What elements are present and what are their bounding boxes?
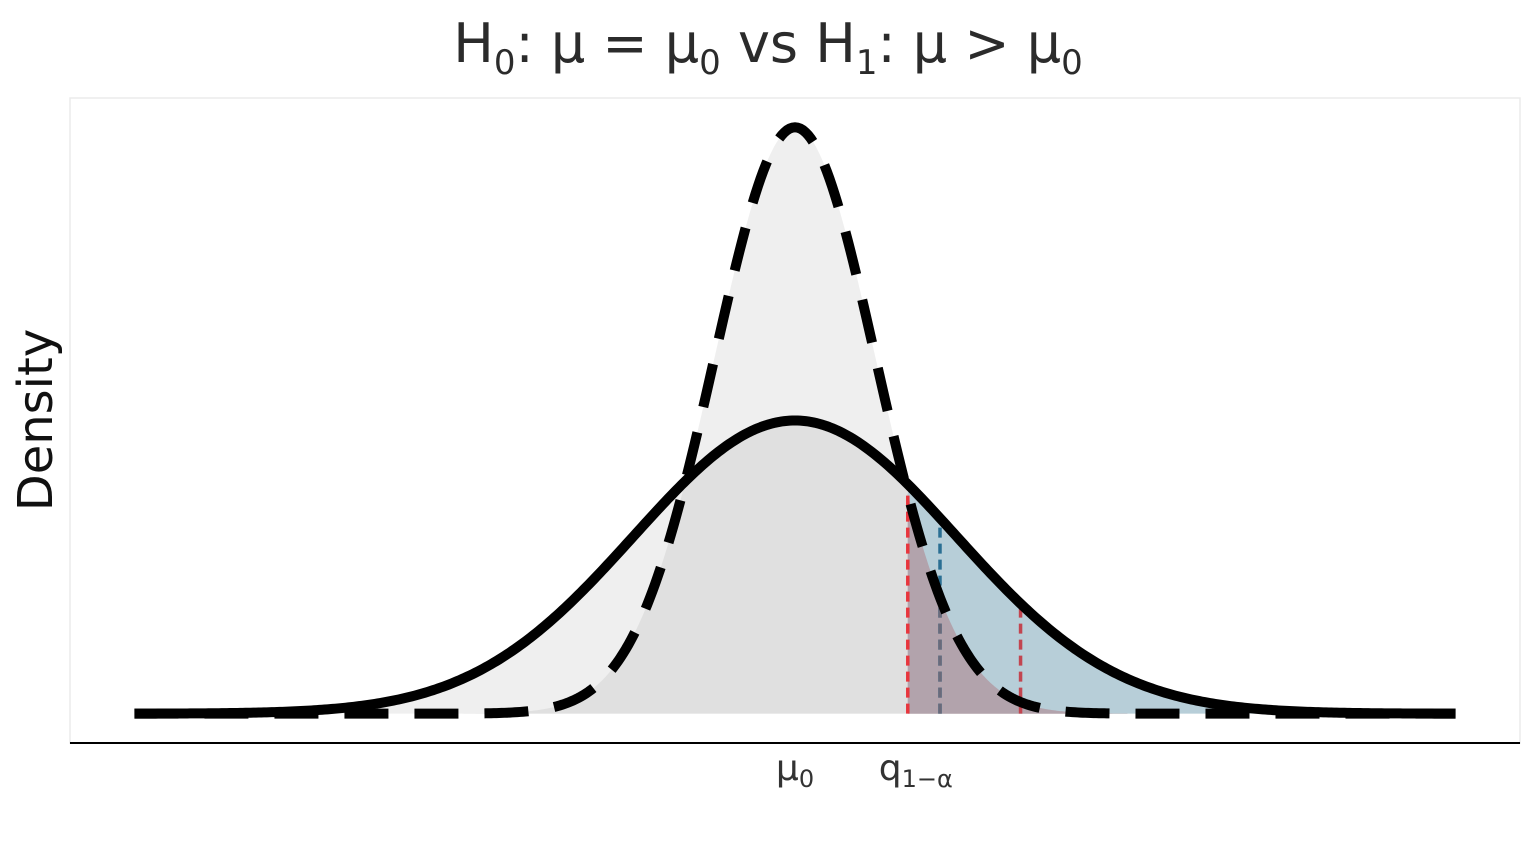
- title-h1-rest: : μ > μ: [877, 12, 1061, 75]
- series-solid-curve: [132, 415, 1458, 719]
- x-tick-label-mu0: μ0: [776, 748, 814, 793]
- x-tick-mu0-main: μ: [776, 748, 799, 789]
- title-h0-rest: : μ = μ: [515, 12, 699, 75]
- title-vs: vs H: [721, 12, 856, 75]
- power-region-fill: [907, 484, 1456, 714]
- x-tick-q-sub: 1−α: [902, 765, 953, 793]
- title-h0: H: [453, 12, 494, 75]
- chart-title: H0: μ = μ0 vs H1: μ > μ0: [453, 12, 1083, 83]
- density-overlap-fill: [134, 420, 1456, 714]
- plot-layer: [132, 122, 1458, 719]
- title-mu0-sub-2: 0: [1061, 43, 1083, 83]
- title-h1-sub: 1: [856, 43, 878, 83]
- x-tick-label-q: q1−α: [879, 748, 953, 793]
- title-h0-sub: 0: [494, 43, 516, 83]
- y-axis-label: Density: [8, 329, 64, 511]
- tail-overlap-fill: [907, 493, 1456, 714]
- series-dashed-curve: [134, 122, 1456, 719]
- x-tick-mu0-sub: 0: [799, 765, 814, 793]
- title-mu0-sub: 0: [699, 43, 721, 83]
- x-tick-q-main: q: [879, 748, 902, 789]
